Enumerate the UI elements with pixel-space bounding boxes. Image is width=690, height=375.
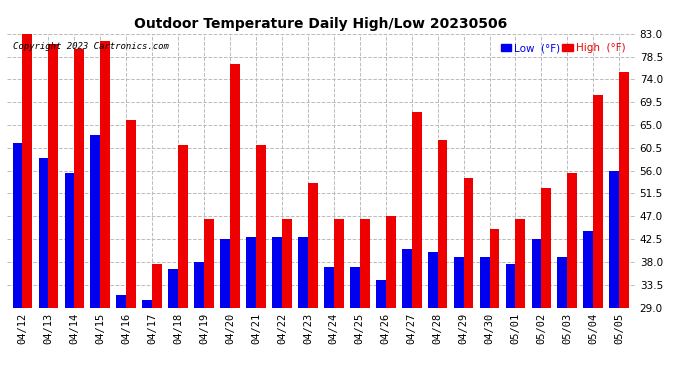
Bar [437,140,448,308]
Bar [489,229,500,308]
Bar [464,178,473,308]
Bar [126,120,136,308]
Bar [256,145,266,308]
Bar [609,171,619,308]
Bar [412,112,422,308]
Bar [152,264,162,308]
Bar [542,188,551,308]
Bar [308,183,317,308]
Bar [454,257,464,307]
Bar [480,257,489,307]
Bar [64,173,75,308]
Bar [619,72,629,308]
Legend: Low  (°F), High  (°F): Low (°F), High (°F) [496,39,629,57]
Bar [298,237,308,308]
Bar [324,267,334,308]
Bar [75,49,84,308]
Bar [168,270,178,308]
Bar [593,94,603,308]
Bar [117,295,126,307]
Bar [386,216,395,308]
Bar [558,257,567,307]
Bar [39,158,48,308]
Bar [48,44,58,308]
Bar [506,264,515,308]
Bar [230,64,240,308]
Bar [194,262,204,308]
Bar [350,267,359,308]
Bar [220,239,230,308]
Bar [178,145,188,308]
Bar [142,300,152,307]
Bar [428,252,437,308]
Title: Outdoor Temperature Daily High/Low 20230506: Outdoor Temperature Daily High/Low 20230… [135,17,507,31]
Bar [515,219,525,308]
Bar [334,219,344,308]
Bar [272,237,282,308]
Bar [100,41,110,308]
Bar [359,219,370,308]
Bar [584,231,593,308]
Bar [402,249,412,308]
Bar [23,34,32,308]
Bar [246,237,256,308]
Bar [90,135,100,308]
Bar [567,173,578,308]
Bar [531,239,542,308]
Bar [12,143,23,308]
Bar [376,280,386,308]
Text: Copyright 2023 Cartronics.com: Copyright 2023 Cartronics.com [13,42,169,51]
Bar [282,219,292,308]
Bar [204,219,214,308]
